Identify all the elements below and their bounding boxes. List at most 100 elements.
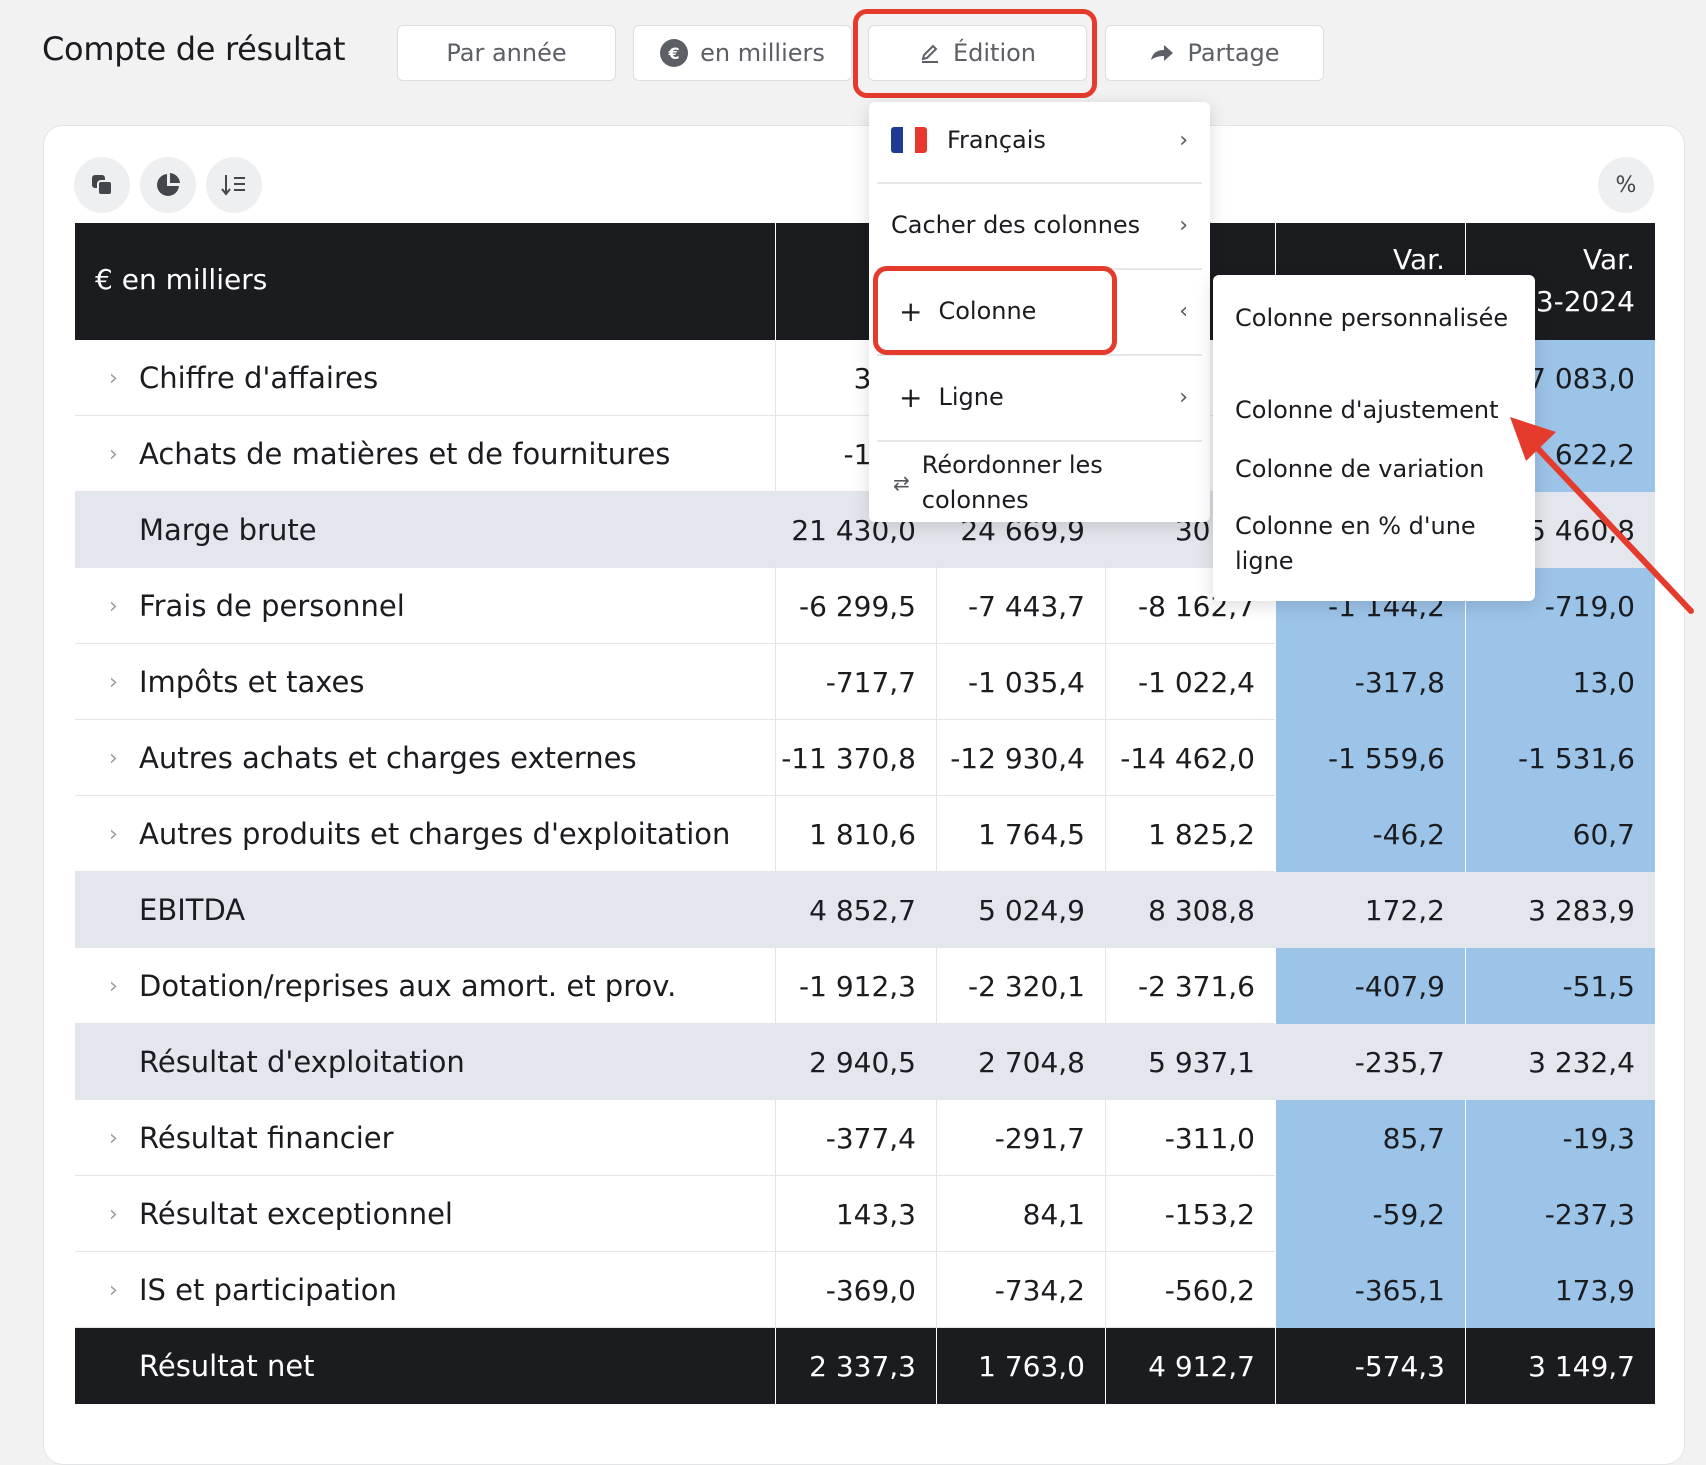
share-button[interactable]: Partage bbox=[1105, 25, 1324, 81]
table-cell: -717,7 bbox=[775, 644, 936, 720]
percent-toggle[interactable]: % bbox=[1598, 157, 1654, 213]
table-cell: -237,3 bbox=[1465, 1176, 1655, 1252]
table-cell: -235,7 bbox=[1275, 1024, 1465, 1100]
menu-divider bbox=[877, 182, 1202, 184]
table-cell: -51,5 bbox=[1465, 948, 1655, 1024]
share-arrow-icon bbox=[1151, 45, 1174, 61]
table-cell: -574,3 bbox=[1275, 1328, 1465, 1404]
hide-columns-label: Cacher des colonnes bbox=[891, 211, 1141, 239]
expand-chevron-icon[interactable]: › bbox=[109, 821, 118, 847]
table-row[interactable]: › IS et participation -369,0 -734,2 -560,2 -3… bbox=[75, 1252, 1655, 1328]
table-cell: -1 022,4 bbox=[1105, 644, 1275, 720]
row-label: Marge brute bbox=[139, 513, 317, 547]
table-cell: 172,2 bbox=[1275, 872, 1465, 948]
chevron-left-icon: ‹ bbox=[1179, 298, 1188, 324]
table-row[interactable]: › Impôts et taxes -717,7 -1 035,4 -1 022,4 -3… bbox=[75, 644, 1655, 720]
submenu-custom-column[interactable]: Colonne personnalisée bbox=[1235, 304, 1509, 332]
table-cell: 3 149,7 bbox=[1465, 1328, 1655, 1404]
swap-arrows-icon: ⇄ bbox=[893, 471, 910, 495]
chart-button[interactable] bbox=[140, 157, 196, 213]
menu-item-reorder-columns[interactable]: ⇄ Réordonner les colonnes bbox=[869, 444, 1210, 522]
table-cell: -19,3 bbox=[1465, 1100, 1655, 1176]
table-cell: -153,2 bbox=[1105, 1176, 1275, 1252]
row-label: Impôts et taxes bbox=[139, 665, 365, 699]
period-label: Par année bbox=[446, 39, 567, 67]
row-label: Autres achats et charges externes bbox=[139, 741, 637, 775]
col-header-var-1[interactable]: Var. bbox=[1275, 223, 1465, 340]
table-cell: 5 024,9 bbox=[936, 872, 1105, 948]
add-column-highlight bbox=[873, 266, 1117, 355]
row-label: Frais de personnel bbox=[139, 589, 405, 623]
reorder-label: Réordonner les colonnes bbox=[921, 451, 1103, 514]
menu-item-add-row[interactable]: + Ligne › bbox=[869, 358, 1210, 436]
table-cell: 2 704,8 bbox=[936, 1024, 1105, 1100]
table-cell: 84,1 bbox=[936, 1176, 1105, 1252]
table-cell: -734,2 bbox=[936, 1252, 1105, 1328]
table-cell: -369,0 bbox=[775, 1252, 936, 1328]
row-label: Résultat net bbox=[139, 1349, 315, 1383]
edit-highlight bbox=[853, 9, 1097, 98]
expand-chevron-icon[interactable]: › bbox=[109, 973, 118, 999]
table-row[interactable]: › Résultat financier -377,4 -291,7 -311,0 85,… bbox=[75, 1100, 1655, 1176]
table-cell: -11 370,8 bbox=[775, 720, 936, 796]
chevron-right-icon: › bbox=[1179, 384, 1188, 410]
table-cell: -291,7 bbox=[936, 1100, 1105, 1176]
row-label: Chiffre d'affaires bbox=[139, 361, 379, 395]
pen-icon bbox=[921, 44, 938, 63]
table-row: EBITDA 4 852,7 5 024,9 8 308,8 172,2 3 283,9 bbox=[75, 872, 1655, 948]
table-cell: -1 912,3 bbox=[775, 948, 936, 1024]
expand-chevron-icon[interactable]: › bbox=[109, 1125, 118, 1151]
chevron-right-icon: › bbox=[1179, 127, 1188, 153]
table-row[interactable]: › Autres achats et charges externes -11 37… bbox=[75, 720, 1655, 796]
submenu-adjustment-column[interactable]: Colonne d'ajustement bbox=[1235, 396, 1499, 424]
table-cell: 3 283,9 bbox=[1465, 872, 1655, 948]
table-cell: 2 940,5 bbox=[775, 1024, 936, 1100]
french-flag-icon bbox=[891, 127, 927, 153]
edit-button[interactable]: Édition bbox=[868, 25, 1087, 81]
expand-chevron-icon[interactable]: › bbox=[109, 1201, 118, 1227]
table-row: Résultat net 2 337,3 1 763,0 4 912,7 -574,3 3… bbox=[75, 1328, 1655, 1404]
expand-chevron-icon[interactable]: › bbox=[109, 593, 118, 619]
copy-button[interactable] bbox=[74, 157, 130, 213]
table-cell: 173,9 bbox=[1465, 1252, 1655, 1328]
submenu-variation-column[interactable]: Colonne de variation bbox=[1235, 455, 1485, 483]
table-cell: 3 232,4 bbox=[1465, 1024, 1655, 1100]
header-unit-label: € en milliers bbox=[95, 263, 268, 296]
table-cell: 60,7 bbox=[1465, 796, 1655, 872]
euro-icon: € bbox=[660, 39, 689, 67]
menu-item-language[interactable]: Français › bbox=[869, 102, 1210, 178]
table-cell: 1 763,0 bbox=[936, 1328, 1105, 1404]
pie-chart-icon bbox=[157, 173, 180, 196]
expand-chevron-icon[interactable]: › bbox=[109, 745, 118, 771]
table-cell: 143,3 bbox=[775, 1176, 936, 1252]
table-cell: -7 443,7 bbox=[936, 568, 1105, 644]
menu-item-add-column[interactable]: + Colonne ‹ bbox=[869, 272, 1210, 350]
row-label: Achats de matières et de fournitures bbox=[139, 437, 671, 471]
unit-button[interactable]: € en milliers bbox=[633, 25, 852, 81]
expand-chevron-icon[interactable]: › bbox=[109, 441, 118, 467]
table-row[interactable]: › Autres produits et charges d'exploitati… bbox=[75, 796, 1655, 872]
table-row[interactable]: › Dotation/reprises aux amort. et prov. -1… bbox=[75, 948, 1655, 1024]
expand-chevron-icon[interactable]: › bbox=[109, 365, 118, 391]
table-row[interactable]: › Résultat exceptionnel 143,3 84,1 -153,2 -59… bbox=[75, 1176, 1655, 1252]
table-cell: -6 299,5 bbox=[775, 568, 936, 644]
row-label: Résultat exceptionnel bbox=[139, 1197, 453, 1231]
row-label: Dotation/reprises aux amort. et prov. bbox=[139, 969, 677, 1003]
table-cell: 8 308,8 bbox=[1105, 872, 1275, 948]
submenu-percent-of-row-column[interactable]: Colonne en % d'une ligne bbox=[1235, 512, 1476, 575]
table-cell: 5 937,1 bbox=[1105, 1024, 1275, 1100]
menu-item-hide-columns[interactable]: Cacher des colonnes › bbox=[869, 186, 1210, 264]
percent-icon: % bbox=[1615, 172, 1637, 198]
expand-chevron-icon[interactable]: › bbox=[109, 669, 118, 695]
table-cell: -560,2 bbox=[1105, 1252, 1275, 1328]
col-header-var-2[interactable]: Var. 3-2024 bbox=[1465, 223, 1655, 340]
sort-button[interactable] bbox=[206, 157, 262, 213]
table-cell: -365,1 bbox=[1275, 1252, 1465, 1328]
table-cell: 1 825,2 bbox=[1105, 796, 1275, 872]
row-label: IS et participation bbox=[139, 1273, 397, 1307]
period-button[interactable]: Par année bbox=[397, 25, 616, 81]
language-label: Français bbox=[947, 126, 1046, 154]
column-submenu: Colonne personnalisée Colonne d'ajusteme… bbox=[1213, 275, 1535, 601]
expand-chevron-icon[interactable]: › bbox=[109, 1277, 118, 1303]
add-row-label: Ligne bbox=[938, 383, 1004, 411]
